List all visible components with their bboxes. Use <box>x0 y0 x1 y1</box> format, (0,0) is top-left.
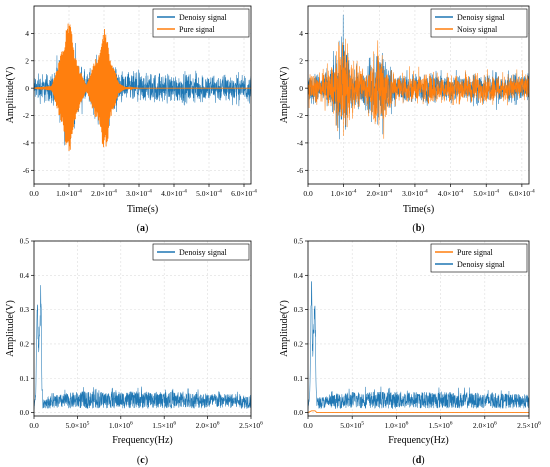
x-tick-label: 6.0×10-4 <box>509 189 535 199</box>
x-tick-label: 4.0×10-4 <box>438 189 464 199</box>
legend-entry: Pure signal <box>179 25 216 34</box>
axes-frame <box>33 240 252 417</box>
x-axis-label: Frequency(Hz) <box>388 435 449 446</box>
x-axis-label: Time(s) <box>403 204 434 215</box>
legend: Denoisy signal <box>152 243 250 261</box>
y-tick-label: 4 <box>299 29 303 38</box>
y-tick-label: 0.3 <box>20 305 30 314</box>
series-line-pure-signal <box>34 23 251 151</box>
y-tick-label: -4 <box>23 139 29 148</box>
x-tick-label: 1.0×10-4 <box>331 189 357 199</box>
y-tick-label: 0.3 <box>294 305 304 314</box>
x-tick-label: 5.0×105 <box>65 421 89 431</box>
legend-entry: Denoisy signal <box>179 13 228 22</box>
y-tick-label: 0.1 <box>294 374 304 383</box>
axes-frame <box>307 240 530 417</box>
y-tick-label: 0.4 <box>294 271 304 280</box>
y-tick-label: 0.5 <box>20 237 30 246</box>
x-tick-label: 1.5×106 <box>429 421 453 431</box>
y-tick-label: 0 <box>299 84 303 93</box>
x-tick-label: 3.0×10-4 <box>126 189 152 199</box>
x-tick-label: 2.0×106 <box>473 421 497 431</box>
chart-panel-a: 0.0 1.0×10-4 2.0×10-4 3.0×10-4 4.0×10-4 5.0×1… <box>5 5 257 234</box>
series-line-denoisy-signal <box>308 281 529 410</box>
y-tick-label: 4 <box>25 29 29 38</box>
series-line-noisy-signal <box>308 38 529 139</box>
x-tick-label: 0.0 <box>29 421 39 430</box>
x-tick-label: 2.5×106 <box>517 421 541 431</box>
x-tick-label: 6.0×10-4 <box>231 189 257 199</box>
plot-area <box>308 14 529 140</box>
x-tick-label: 0.0 <box>303 421 313 430</box>
y-axis-label: Amplitude(V) <box>5 67 16 124</box>
x-tick-label: 0.0 <box>29 189 39 198</box>
legend-entry: Noisy signal <box>457 25 498 34</box>
x-axis-label: Time(s) <box>127 204 158 215</box>
chart-panel-c: 0.0 5.0×105 1.0×106 1.5×106 2.0×106 2.5×106 0.… <box>5 237 263 466</box>
y-tick-label: -2 <box>23 111 29 120</box>
x-tick-label: 5.0×10-4 <box>473 189 499 199</box>
y-tick-label: 0.1 <box>20 374 30 383</box>
legend-box <box>152 8 250 38</box>
x-tick-label: 1.0×106 <box>384 421 408 431</box>
axes-frame <box>33 5 252 185</box>
y-tick-label: 0.0 <box>294 408 304 417</box>
x-tick-label: 2.0×10-4 <box>366 189 392 199</box>
x-axis-label: Frequency(Hz) <box>112 435 173 446</box>
x-tick-label: 4.0×10-4 <box>161 189 187 199</box>
y-axis-label: Amplitude(V) <box>5 300 16 357</box>
axes-frame <box>307 5 530 185</box>
series-line-denoisy-signal <box>34 285 251 410</box>
y-tick-label: 0 <box>25 84 29 93</box>
x-tick-label: 2.5×106 <box>239 421 263 431</box>
x-tick-label: 5.0×105 <box>340 421 364 431</box>
legend-box <box>430 8 528 38</box>
y-tick-label: 2 <box>299 56 303 65</box>
legend-entry: Denoisy signal <box>457 260 506 269</box>
x-tick-label: 0.0 <box>303 189 313 198</box>
x-tick-label: 1.5×106 <box>152 421 176 431</box>
y-tick-label: 2 <box>25 56 29 65</box>
legend-entry: Denoisy signal <box>457 13 506 22</box>
x-tick-label: 3.0×10-4 <box>402 189 428 199</box>
y-tick-label: -2 <box>297 111 303 120</box>
panel-label: (d) <box>412 455 424 466</box>
y-tick-label: 0.4 <box>20 271 30 280</box>
x-tick-label: 2.0×106 <box>196 421 220 431</box>
legend: Denoisy signal Noisy signal <box>430 8 528 38</box>
chart-panel-b: 0.0 1.0×10-4 2.0×10-4 3.0×10-4 4.0×10-4 5.0×1… <box>279 5 535 234</box>
legend-entry: Pure signal <box>457 248 494 257</box>
x-tick-label: 5.0×10-4 <box>196 189 222 199</box>
y-tick-label: -4 <box>297 139 303 148</box>
plot-area <box>308 281 529 414</box>
y-tick-label: -6 <box>23 166 29 175</box>
legend: Denoisy signal Pure signal <box>152 8 250 38</box>
y-axis-label: Amplitude(V) <box>279 300 290 357</box>
x-tick-label: 1.0×106 <box>109 421 133 431</box>
y-tick-label: 0.2 <box>294 340 304 349</box>
series-line-pure-signal <box>308 410 529 414</box>
y-tick-label: -6 <box>297 166 303 175</box>
y-tick-label: 0.0 <box>20 408 30 417</box>
legend-box <box>430 243 528 273</box>
legend-box <box>152 243 250 261</box>
panel-label: (b) <box>412 223 424 234</box>
x-tick-label: 2.0×10-4 <box>91 189 117 199</box>
y-tick-label: 0.5 <box>294 237 304 246</box>
panel-label: (c) <box>137 455 148 466</box>
legend: Pure signal Denoisy signal <box>430 243 528 273</box>
y-tick-label: 0.2 <box>20 340 30 349</box>
plot-area <box>34 285 251 410</box>
x-tick-label: 1.0×10-4 <box>56 189 82 199</box>
panel-label: (a) <box>137 223 149 234</box>
plot-area <box>34 23 251 151</box>
y-axis-label: Amplitude(V) <box>279 67 290 124</box>
legend-entry: Denoisy signal <box>179 248 228 257</box>
chart-panel-d: 0.0 5.0×105 1.0×106 1.5×106 2.0×106 2.5×106 0.… <box>279 237 541 466</box>
